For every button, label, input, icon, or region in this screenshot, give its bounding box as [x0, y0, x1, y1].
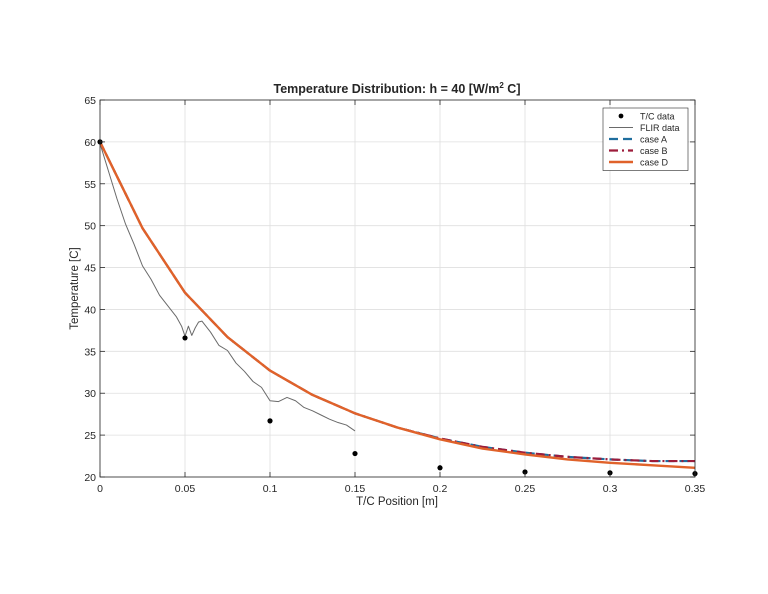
- y-tick-label: 20: [84, 472, 96, 484]
- x-tick-label: 0.35: [685, 483, 706, 495]
- legend-label-case-a: case A: [640, 135, 667, 145]
- x-tick-label: 0.15: [345, 483, 366, 495]
- tick-labels: 0 0.05 0.1 0.15 0.2 0.25 0.3 0.35 20 25 30 35 40 45 50…: [84, 95, 705, 495]
- y-tick-label: 60: [84, 137, 96, 149]
- y-tick-label: 25: [84, 430, 96, 442]
- plot-area: [100, 100, 695, 477]
- y-tick-label: 35: [84, 346, 96, 358]
- y-tick-label: 55: [84, 179, 96, 191]
- legend-marker-tc-data: [618, 113, 624, 119]
- x-tick-label: 0: [97, 483, 103, 495]
- y-tick-label: 30: [84, 388, 96, 400]
- y-axis-label: Temperature [C]: [69, 247, 81, 329]
- tc-data-point: [522, 469, 528, 475]
- tc-data-point: [437, 465, 443, 471]
- case-d-line: [98, 141, 696, 469]
- x-axis-label: T/C Position [m]: [356, 496, 438, 508]
- y-tick-label: 45: [84, 263, 96, 275]
- tick-marks: [99, 99, 696, 478]
- flir-data-line: [99, 143, 356, 432]
- x-tick-label: 0.1: [263, 483, 278, 495]
- x-tick-label: 0.25: [515, 483, 536, 495]
- chart-title-superscript: 2: [499, 81, 504, 90]
- chart-title: Temperature Distribution: h = 40 [W/m2 C…: [274, 81, 521, 96]
- tc-data-point: [267, 418, 273, 424]
- tc-data-point: [182, 335, 188, 341]
- legend-label-flir-data: FLIR data: [640, 123, 680, 133]
- series-layer: [97, 139, 698, 477]
- x-tick-label: 0.2: [433, 483, 448, 495]
- legend-label-t-c-data: T/C data: [640, 112, 675, 122]
- x-tick-label: 0.3: [603, 483, 618, 495]
- y-tick-label: 50: [84, 221, 96, 233]
- chart-title-main: Temperature Distribution: h = 40 [W/m: [274, 82, 500, 96]
- chart-title-end: C]: [504, 82, 521, 96]
- legend-label-case-d: case D: [640, 158, 669, 168]
- axes-box: [99, 99, 696, 478]
- legend-label-case-b: case B: [640, 146, 668, 156]
- y-tick-label: 40: [84, 304, 96, 316]
- tc-data-point: [352, 450, 358, 457]
- x-tick-label: 0.05: [175, 483, 196, 495]
- y-tick-label: 65: [84, 95, 96, 107]
